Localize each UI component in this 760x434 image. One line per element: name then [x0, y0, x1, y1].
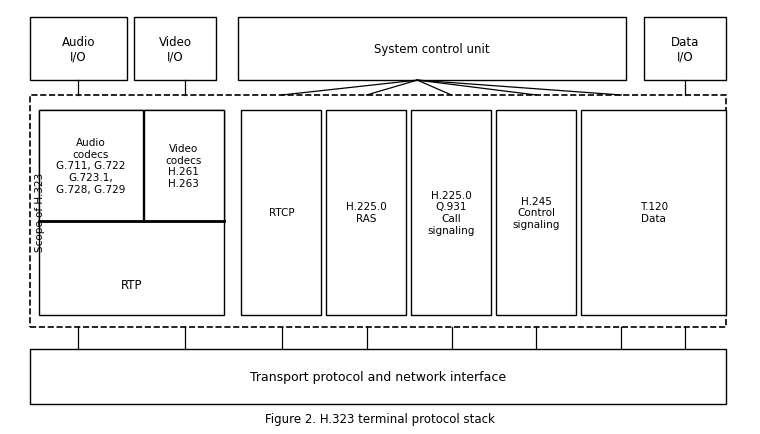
- Bar: [135, 18, 216, 81]
- Text: H.225.0
RAS: H.225.0 RAS: [346, 202, 387, 224]
- Text: H.245
Control
signaling: H.245 Control signaling: [512, 196, 559, 229]
- Text: Data
I/O: Data I/O: [671, 36, 699, 63]
- Bar: [496, 111, 576, 315]
- Text: RTP: RTP: [121, 279, 142, 292]
- Bar: [30, 349, 727, 404]
- Bar: [39, 111, 223, 315]
- Text: RTCP: RTCP: [268, 208, 294, 218]
- Text: H.225.0
Q.931
Call
signaling: H.225.0 Q.931 Call signaling: [427, 191, 475, 235]
- Bar: [644, 18, 727, 81]
- Bar: [239, 18, 625, 81]
- Bar: [30, 96, 727, 328]
- Text: Video
codecs
H.261
H.263: Video codecs H.261 H.263: [166, 144, 202, 188]
- Text: Scope of H.323: Scope of H.323: [36, 172, 46, 251]
- Bar: [39, 111, 143, 221]
- Bar: [30, 18, 127, 81]
- Text: Audio
codecs
G.711, G.722
G.723.1,
G.728, G.729: Audio codecs G.711, G.722 G.723.1, G.728…: [56, 138, 125, 194]
- Text: T.120
Data: T.120 Data: [640, 202, 668, 224]
- Bar: [144, 111, 223, 221]
- Text: Figure 2. H.323 terminal protocol stack: Figure 2. H.323 terminal protocol stack: [265, 412, 495, 425]
- Bar: [581, 111, 727, 315]
- Bar: [411, 111, 491, 315]
- Text: Video
I/O: Video I/O: [159, 36, 192, 63]
- Text: Transport protocol and network interface: Transport protocol and network interface: [250, 370, 506, 383]
- Bar: [326, 111, 406, 315]
- Text: Audio
I/O: Audio I/O: [62, 36, 95, 63]
- Bar: [242, 111, 321, 315]
- Text: System control unit: System control unit: [375, 43, 490, 56]
